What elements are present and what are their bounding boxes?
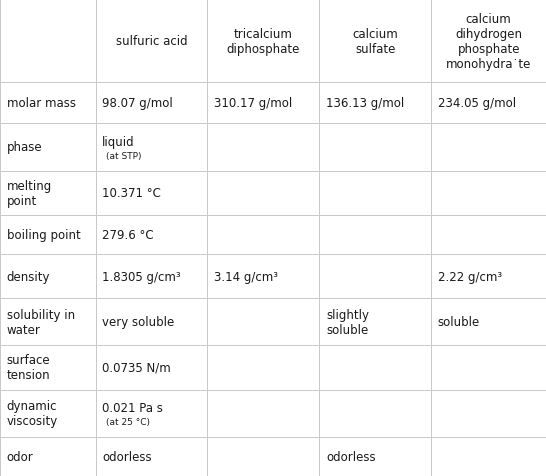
Text: 3.14 g/cm³: 3.14 g/cm³ — [214, 270, 278, 283]
Text: solubility in
water: solubility in water — [7, 308, 75, 336]
Text: calcium
dihydrogen
phosphate
monohydra˙te: calcium dihydrogen phosphate monohydra˙t… — [446, 12, 531, 70]
Text: calcium
sulfate: calcium sulfate — [353, 28, 398, 55]
Text: 1.8305 g/cm³: 1.8305 g/cm³ — [102, 270, 181, 283]
Text: tricalcium
diphosphate: tricalcium diphosphate — [227, 28, 300, 55]
Text: very soluble: very soluble — [102, 316, 174, 328]
Text: odorless: odorless — [326, 450, 376, 463]
Text: density: density — [7, 270, 50, 283]
Text: 10.371 °C: 10.371 °C — [102, 187, 161, 200]
Text: 234.05 g/mol: 234.05 g/mol — [438, 97, 516, 110]
Text: 2.22 g/cm³: 2.22 g/cm³ — [438, 270, 502, 283]
Text: boiling point: boiling point — [7, 228, 80, 241]
Text: molar mass: molar mass — [7, 97, 75, 110]
Text: sulfuric acid: sulfuric acid — [116, 35, 187, 48]
Text: soluble: soluble — [438, 316, 480, 328]
Text: melting
point: melting point — [7, 179, 52, 208]
Text: (at STP): (at STP) — [106, 151, 142, 160]
Text: surface
tension: surface tension — [7, 354, 50, 382]
Text: dynamic
viscosity: dynamic viscosity — [7, 399, 58, 427]
Text: phase: phase — [7, 141, 42, 154]
Text: 98.07 g/mol: 98.07 g/mol — [102, 97, 173, 110]
Text: 310.17 g/mol: 310.17 g/mol — [214, 97, 292, 110]
Text: odor: odor — [7, 450, 33, 463]
Text: 0.0735 N/m: 0.0735 N/m — [102, 361, 171, 374]
Text: odorless: odorless — [102, 450, 152, 463]
Text: (at 25 °C): (at 25 °C) — [106, 417, 151, 426]
Text: 136.13 g/mol: 136.13 g/mol — [326, 97, 404, 110]
Text: 279.6 °C: 279.6 °C — [102, 228, 154, 241]
Text: 0.021 Pa s: 0.021 Pa s — [102, 401, 163, 414]
Text: slightly
soluble: slightly soluble — [326, 308, 369, 336]
Text: liquid: liquid — [102, 136, 135, 149]
